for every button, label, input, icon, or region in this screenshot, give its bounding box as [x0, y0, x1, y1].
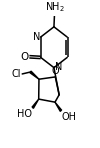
Text: N: N	[55, 62, 62, 72]
Text: O: O	[52, 66, 60, 76]
Polygon shape	[30, 71, 39, 79]
Text: OH: OH	[61, 112, 76, 122]
Polygon shape	[32, 99, 39, 108]
Text: O: O	[20, 52, 28, 62]
Text: NH$_2$: NH$_2$	[45, 0, 65, 14]
Text: Cl: Cl	[12, 69, 21, 79]
Text: N: N	[32, 32, 40, 42]
Polygon shape	[55, 102, 62, 111]
Text: HO: HO	[17, 109, 32, 119]
